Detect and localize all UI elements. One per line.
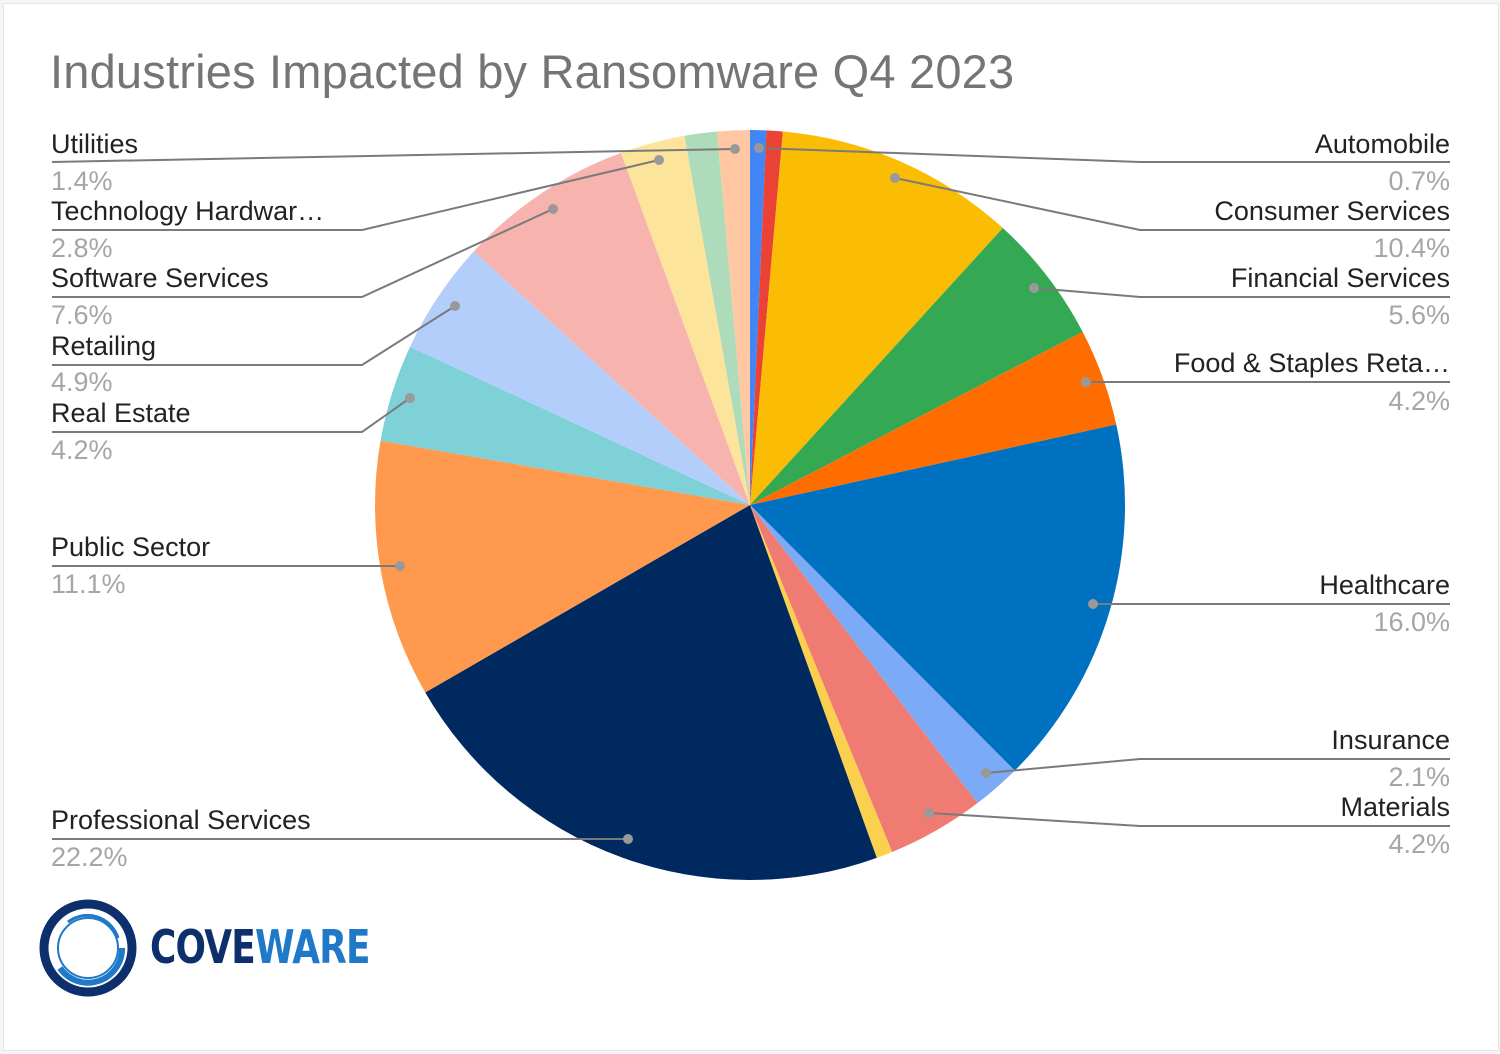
label-healthcare: Healthcare [1319, 570, 1450, 600]
pct-consumer: 10.4% [1373, 233, 1450, 263]
label-materials: Materials [1340, 792, 1450, 822]
label-public: Public Sector [51, 532, 211, 562]
label-retailing: Retailing [51, 331, 157, 361]
leader-consumer [894, 177, 1450, 231]
dot-food [1081, 377, 1091, 387]
dot-financial [1029, 283, 1039, 293]
pie-slice-technology-hardwar [621, 135, 750, 505]
leader-automobile [758, 147, 1450, 163]
leader-financial [1033, 287, 1450, 298]
pie-slice-real-estate [380, 346, 750, 505]
label-consumer: Consumer Services [1214, 196, 1450, 226]
pie-slice-unlabeled-8 [750, 505, 893, 858]
pie-slices [375, 130, 1125, 881]
leader-techhw [52, 159, 660, 231]
dot-healthcare [1088, 599, 1098, 609]
coveware-logo: COVEWARE [38, 898, 371, 998]
pct-insurance: 2.1% [1388, 762, 1450, 792]
leader-lines [51, 147, 1450, 840]
pie-slice-insurance [750, 505, 1015, 804]
pct-techhw: 2.8% [51, 233, 113, 263]
dot-retailing [450, 301, 460, 311]
label-automobile: Automobile [1314, 129, 1450, 159]
label-realestate: Real Estate [51, 398, 191, 428]
label-techhw: Technology Hardwar… [51, 196, 325, 226]
pie-slice-software-services [473, 152, 750, 505]
leader-materials [928, 812, 1450, 827]
dot-realestate [405, 393, 415, 403]
pct-healthcare: 16.0% [1373, 607, 1450, 637]
chart-title: Industries Impacted by Ransomware Q4 202… [50, 45, 1015, 98]
dot-techhw [654, 155, 664, 165]
pie-slice-unlabeled-1 [750, 130, 783, 505]
label-insurance: Insurance [1331, 725, 1450, 755]
logo-ring-icon [39, 899, 137, 997]
dot-consumer [890, 173, 900, 183]
leader-utilities [51, 148, 736, 163]
label-financial: Financial Services [1230, 263, 1450, 293]
leader-retailing [52, 305, 456, 366]
label-professional: Professional Services [51, 805, 311, 835]
pie-slice-utilities [717, 130, 750, 505]
pct-food: 4.2% [1388, 386, 1450, 416]
leader-software [52, 208, 554, 298]
pct-professional: 22.2% [51, 842, 128, 872]
dot-utilities [730, 144, 740, 154]
dot-software [548, 204, 558, 214]
dot-public [395, 561, 405, 571]
label-software: Software Services [51, 263, 269, 293]
pct-software: 7.6% [51, 300, 113, 330]
pct-utilities: 1.4% [51, 166, 113, 196]
pie-slice-financial-services [750, 228, 1083, 505]
pie-slice-food-staples-reta [750, 331, 1117, 505]
dot-insurance [981, 768, 991, 778]
pie-slice-consumer-services [750, 131, 1003, 505]
leader-realestate [52, 397, 411, 433]
dot-materials [924, 808, 934, 818]
label-utilities: Utilities [51, 129, 139, 159]
leader-insurance [985, 758, 1450, 774]
pct-public: 11.1% [51, 569, 126, 599]
pct-financial: 5.6% [1388, 300, 1450, 330]
pct-retailing: 4.9% [51, 367, 113, 397]
pie-slice-healthcare [750, 424, 1125, 771]
logo-wordmark: COVEWARE [150, 920, 371, 974]
pie-slice-public-sector [375, 440, 750, 693]
pie-slice-materials [750, 505, 978, 853]
pct-materials: 4.2% [1388, 829, 1450, 859]
dot-automobile [754, 143, 764, 153]
pct-realestate: 4.2% [51, 435, 113, 465]
pie-slice-automobile [750, 130, 767, 505]
label-food: Food & Staples Reta… [1173, 348, 1450, 378]
pie-slice-professional-services [425, 505, 877, 881]
pie-slice-unlabeled-15 [684, 131, 750, 505]
pct-automobile: 0.7% [1388, 166, 1450, 196]
pie-slice-retailing [410, 251, 750, 505]
dot-professional [623, 834, 633, 844]
